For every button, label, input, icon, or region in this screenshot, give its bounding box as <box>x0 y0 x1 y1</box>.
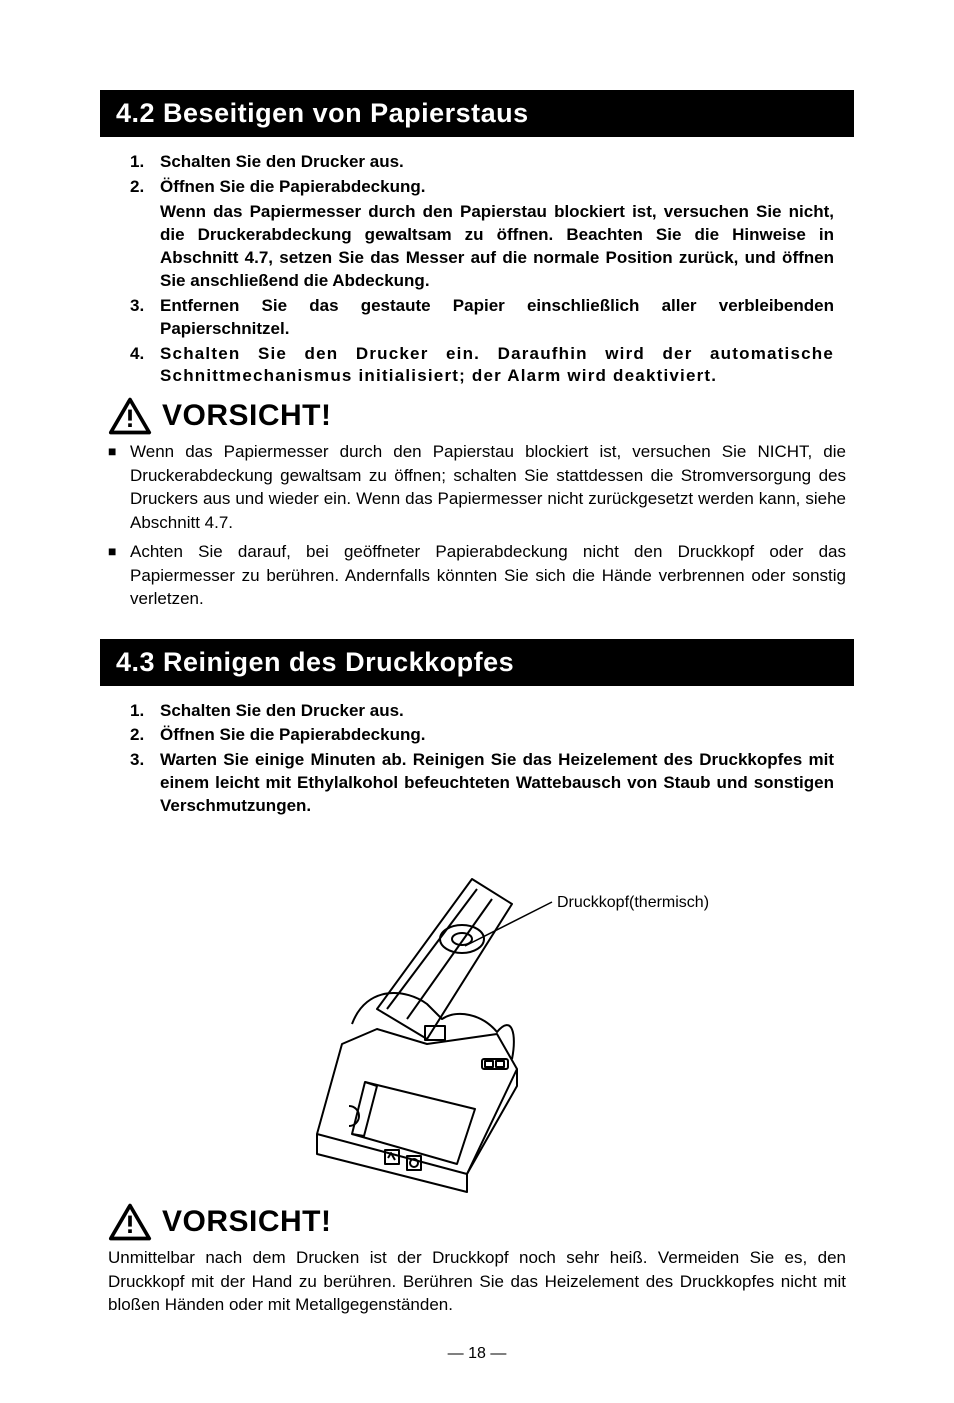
page-number: — 18 — <box>100 1345 854 1363</box>
section-42-header: 4.2 Beseitigen von Papierstaus <box>100 90 854 137</box>
caution-bullet: ■ Wenn das Papiermesser durch den Papier… <box>100 440 854 534</box>
bullet-text: Wenn das Papiermesser durch den Papierst… <box>130 440 846 534</box>
item-text: Warten Sie einige Minuten ab. Reinigen S… <box>160 749 834 818</box>
item-text: Schalten Sie den Drucker aus. <box>160 700 834 723</box>
caution-header-43: VORSICHT! <box>100 1202 854 1242</box>
item-number: 4. <box>130 343 150 389</box>
item-number: 2. <box>130 724 150 747</box>
item-text: Öffnen Sie die Papierabdeckung. <box>160 176 834 199</box>
printer-illustration <box>257 834 637 1194</box>
bullet-marker: ■ <box>108 440 122 534</box>
item-text: Wenn das Papiermesser durch den Papierst… <box>160 201 834 293</box>
item-number: 3. <box>130 295 150 341</box>
item-text: Entfernen Sie das gestaute Papier einsch… <box>160 295 834 341</box>
list-item: 3. Entfernen Sie das gestaute Papier ein… <box>130 295 834 341</box>
bullet-text: Achten Sie darauf, bei geöffneter Papier… <box>130 540 846 610</box>
item-text: Schalten Sie den Drucker ein. Daraufhin … <box>160 343 834 389</box>
caution-paragraph: Unmittelbar nach dem Drucken ist der Dru… <box>100 1246 854 1316</box>
item-number: 3. <box>130 749 150 818</box>
item-number: 2. <box>130 176 150 199</box>
section-43-header: 4.3 Reinigen des Druckkopfes <box>100 639 854 686</box>
list-item: 3. Warten Sie einige Minuten ab. Reinige… <box>130 749 834 818</box>
section-43-list: 1. Schalten Sie den Drucker aus. 2. Öffn… <box>100 700 854 819</box>
caution-label: VORSICHT! <box>162 399 332 433</box>
section-42-list: 1. Schalten Sie den Drucker aus. 2. Öffn… <box>100 151 854 388</box>
warning-icon <box>108 396 152 436</box>
caution-bullet: ■ Achten Sie darauf, bei geöffneter Papi… <box>100 540 854 610</box>
list-item: 4. Schalten Sie den Drucker ein. Daraufh… <box>130 343 834 389</box>
list-item: 2. Öffnen Sie die Papierabdeckung. <box>130 724 834 747</box>
item-number <box>130 201 150 293</box>
warning-icon <box>108 1202 152 1242</box>
caution-header-42: VORSICHT! <box>100 396 854 436</box>
item-text: Öffnen Sie die Papierabdeckung. <box>160 724 834 747</box>
printer-figure: Druckkopf(thermisch) <box>100 834 854 1194</box>
caution-label: VORSICHT! <box>162 1205 332 1239</box>
item-number: 1. <box>130 700 150 723</box>
item-text: Schalten Sie den Drucker aus. <box>160 151 834 174</box>
bullet-marker: ■ <box>108 540 122 610</box>
list-item: Wenn das Papiermesser durch den Papierst… <box>130 201 834 293</box>
item-number: 1. <box>130 151 150 174</box>
list-item: 1. Schalten Sie den Drucker aus. <box>130 700 834 723</box>
list-item: 1. Schalten Sie den Drucker aus. <box>130 151 834 174</box>
list-item: 2. Öffnen Sie die Papierabdeckung. <box>130 176 834 199</box>
